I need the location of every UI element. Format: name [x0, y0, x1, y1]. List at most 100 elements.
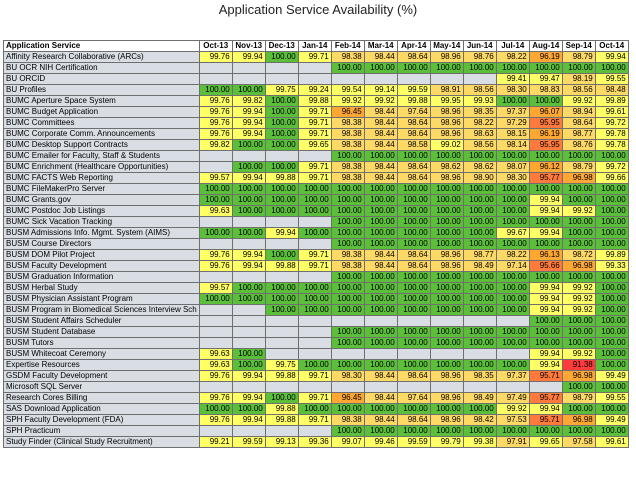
availability-cell [198, 326, 233, 338]
availability-cell: 100.00 [561, 381, 596, 393]
availability-cell: 95.95 [528, 139, 563, 151]
availability-cell [297, 425, 332, 437]
table-row: BUSM DOM Pilot Project 99.76 99.94 100.00 99… [3, 249, 629, 261]
header-row: Application Service Oct-13 Nov-13 Dec-13… [3, 40, 629, 52]
service-name-cell: Affinity Research Collaborative (ARCs) [3, 51, 200, 63]
availability-cell [231, 381, 266, 393]
availability-cell [231, 304, 266, 316]
availability-cell: 100.00 [528, 271, 563, 283]
availability-cell: 100.00 [594, 315, 629, 327]
header-month: Jul-14 [495, 40, 530, 52]
availability-cell: 96.19 [528, 128, 563, 140]
availability-cell: 99.59 [396, 84, 431, 96]
availability-cell: 100.00 [330, 293, 365, 305]
availability-cell: 100.00 [297, 359, 332, 371]
availability-cell: 100.00 [330, 238, 365, 250]
availability-cell [462, 315, 497, 327]
availability-cell: 98.90 [462, 172, 497, 184]
availability-cell: 100.00 [495, 238, 530, 250]
availability-cell: 98.49 [462, 392, 497, 404]
service-name-cell: BUMC Corporate Comm. Announcements [3, 128, 200, 140]
table-row: BUMC Aperture Space System 99.76 99.82 100.… [3, 95, 629, 107]
availability-cell [231, 62, 266, 74]
availability-cell: 100.00 [495, 337, 530, 349]
availability-cell: 99.71 [297, 249, 332, 261]
availability-cell: 100.00 [363, 304, 398, 316]
availability-cell: 100.00 [528, 216, 563, 228]
availability-cell [264, 425, 299, 437]
availability-cell: 100.00 [594, 194, 629, 206]
availability-cell: 99.92 [363, 95, 398, 107]
availability-cell: 100.00 [594, 359, 629, 371]
availability-cell: 98.44 [363, 370, 398, 382]
availability-cell: 98.38 [330, 128, 365, 140]
availability-cell: 100.00 [363, 227, 398, 239]
availability-cell: 99.54 [330, 84, 365, 96]
availability-cell: 99.07 [330, 436, 365, 448]
availability-cell: 99.65 [528, 436, 563, 448]
availability-cell: 98.44 [363, 249, 398, 261]
availability-cell: 100.00 [429, 337, 464, 349]
availability-cell: 100.00 [462, 326, 497, 338]
availability-cell: 100.00 [264, 139, 299, 151]
availability-cell: 100.00 [594, 282, 629, 294]
availability-cell: 100.00 [198, 293, 233, 305]
availability-cell: 99.76 [198, 106, 233, 118]
availability-cell: 99.57 [198, 172, 233, 184]
availability-cell: 99.75 [264, 84, 299, 96]
availability-cell: 100.00 [264, 392, 299, 404]
availability-cell: 99.13 [264, 436, 299, 448]
availability-cell [264, 150, 299, 162]
availability-cell: 99.94 [231, 51, 266, 63]
availability-cell [198, 216, 233, 228]
availability-cell: 98.96 [429, 106, 464, 118]
table-row: BUMC FileMakerPro Server 100.00 100.00 100.… [3, 183, 629, 195]
availability-cell: 98.64 [396, 249, 431, 261]
availability-cell: 98.38 [330, 260, 365, 272]
availability-cell: 100.00 [330, 150, 365, 162]
availability-cell: 100.00 [462, 359, 497, 371]
availability-cell [231, 326, 266, 338]
availability-cell: 100.00 [231, 183, 266, 195]
availability-cell [396, 348, 431, 360]
availability-cell: 98.42 [462, 414, 497, 426]
availability-cell: 99.38 [462, 436, 497, 448]
service-name-cell: BUMC Budget Application [3, 106, 200, 118]
availability-cell: 100.00 [231, 194, 266, 206]
availability-cell: 99.71 [297, 128, 332, 140]
availability-cell: 97.64 [396, 392, 431, 404]
availability-cell: 96.98 [561, 260, 596, 272]
availability-cell [198, 425, 233, 437]
table-row: Research Cores Billing 99.76 99.94 100.00 99… [3, 392, 629, 404]
availability-cell: 98.56 [561, 84, 596, 96]
availability-cell: 98.58 [396, 139, 431, 151]
availability-cell: 98.79 [561, 51, 596, 63]
availability-cell: 100.00 [594, 205, 629, 217]
availability-cell: 100.00 [429, 150, 464, 162]
availability-cell: 100.00 [561, 183, 596, 195]
availability-cell: 99.92 [561, 348, 596, 360]
availability-table: Application Service Oct-13 Nov-13 Dec-13… [3, 40, 629, 448]
availability-cell: 100.00 [528, 183, 563, 195]
table-row: BUSM Graduation Information 100.00 100.00 1… [3, 271, 629, 283]
availability-cell: 99.71 [297, 370, 332, 382]
availability-cell: 100.00 [561, 271, 596, 283]
availability-cell: 100.00 [528, 315, 563, 327]
availability-cell: 100.00 [462, 216, 497, 228]
availability-cell [363, 315, 398, 327]
service-name-cell: BUSM Herbal Study [3, 282, 200, 294]
availability-cell [264, 216, 299, 228]
availability-cell: 99.88 [264, 414, 299, 426]
availability-cell [198, 238, 233, 250]
service-name-cell: BUMC Desktop Support Contracts [3, 139, 200, 151]
availability-cell [429, 315, 464, 327]
availability-cell: 100.00 [594, 62, 629, 74]
availability-cell: 95.77 [528, 172, 563, 184]
availability-cell: 99.76 [198, 51, 233, 63]
table-row: BUSM Whitecoat Ceremony 99.63 100.00 99.94 9… [3, 348, 629, 360]
availability-cell: 99.78 [594, 139, 629, 151]
availability-cell: 100.00 [495, 359, 530, 371]
header-month: May-14 [429, 40, 464, 52]
table-row: BUMC Emailer for Faculty, Staff & Studen… [3, 150, 629, 162]
availability-cell: 95.71 [528, 370, 563, 382]
